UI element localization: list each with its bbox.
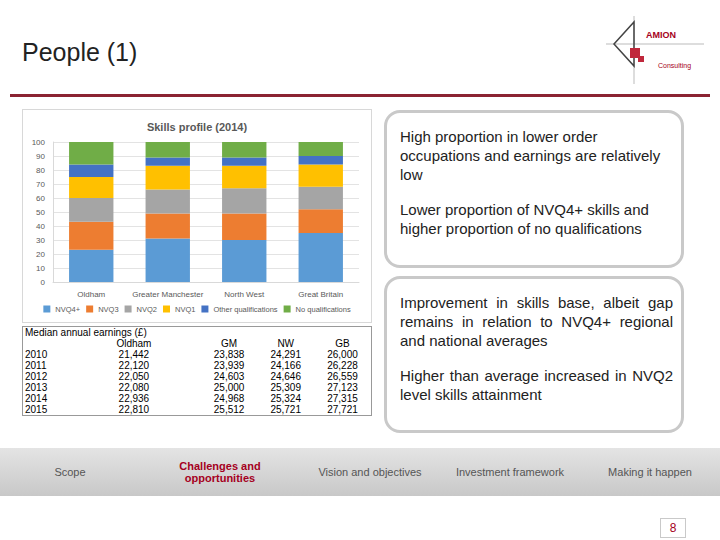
svg-text:70: 70 xyxy=(36,180,45,189)
html-text:Vision and objectives: Vision and objectives xyxy=(318,466,422,478)
html-text:High proportion in lower order: High proportion in lower order occupatio… xyxy=(400,128,661,183)
html-text:2014: 2014 xyxy=(25,393,48,404)
html-text:25,721: 25,721 xyxy=(270,404,301,415)
html-text:Making it happen: Making it happen xyxy=(608,466,692,478)
svg-text:Consulting: Consulting xyxy=(658,62,691,70)
html-text:2015: 2015 xyxy=(25,404,48,415)
html-text:People (1): People (1) xyxy=(22,38,138,66)
html-text:GM: GM xyxy=(221,338,238,349)
html-text:Oldham: Oldham xyxy=(116,338,152,349)
html-text:25,000: 25,000 xyxy=(213,382,245,393)
html-text:Median annual earnings (£): Median annual earnings (£) xyxy=(25,327,147,338)
html-text:22,810: 22,810 xyxy=(118,404,150,415)
html-text:2013: 2013 xyxy=(25,382,48,393)
html-text:Scope: Scope xyxy=(54,466,86,478)
html-text:27,123: 27,123 xyxy=(327,382,358,393)
svg-text:No qualifications: No qualifications xyxy=(296,305,351,314)
svg-text:50: 50 xyxy=(36,208,45,217)
html-text:2012: 2012 xyxy=(25,371,48,382)
html-text:22,120: 22,120 xyxy=(118,360,150,371)
svg-text:North West: North West xyxy=(224,290,265,299)
svg-text:NVQ2: NVQ2 xyxy=(137,305,157,314)
html-text:GB: GB xyxy=(335,338,350,349)
html-text:26,228: 26,228 xyxy=(327,360,358,371)
html-text:2011: 2011 xyxy=(25,360,47,371)
html-text:27,315: 27,315 xyxy=(327,393,358,404)
html-text:NW: NW xyxy=(277,338,294,349)
html-text:24,603: 24,603 xyxy=(213,371,245,382)
svg-text:NVQ1: NVQ1 xyxy=(175,305,195,314)
svg-text:80: 80 xyxy=(36,166,45,175)
svg-text:Other qualifications: Other qualifications xyxy=(213,305,277,314)
svg-text:Skills profile (2014): Skills profile (2014) xyxy=(147,121,248,133)
html-text:27,721: 27,721 xyxy=(327,404,358,415)
html-text:23,838: 23,838 xyxy=(213,349,245,360)
svg-text:AMION: AMION xyxy=(646,30,676,40)
svg-text:0: 0 xyxy=(41,278,46,287)
svg-text:Greater Manchester: Greater Manchester xyxy=(132,290,203,299)
html-text:8: 8 xyxy=(669,521,677,535)
html-text:24,968: 24,968 xyxy=(213,393,245,404)
svg-text:NVQ4+: NVQ4+ xyxy=(55,305,80,314)
html-text:Challenges and opportunities: Challenges and opportunities xyxy=(179,460,261,484)
svg-text:90: 90 xyxy=(36,152,45,161)
html-text:Higher than average increased: Higher than average increased in NVQ2 le… xyxy=(400,367,673,403)
html-text:24,646: 24,646 xyxy=(270,371,301,382)
html-text:26,559: 26,559 xyxy=(327,371,358,382)
html-text:Investment framework: Investment framework xyxy=(455,466,565,478)
html-text:Improvement in skills base, al: Improvement in skills base, albeit gap r… xyxy=(400,294,673,349)
html-text:22,050: 22,050 xyxy=(118,371,150,382)
html-text:25,324: 25,324 xyxy=(270,393,301,404)
html-text:23,939: 23,939 xyxy=(213,360,245,371)
svg-text:10: 10 xyxy=(36,264,45,273)
html-text:24,291: 24,291 xyxy=(270,349,301,360)
html-text:25,512: 25,512 xyxy=(213,404,245,415)
svg-text:Great Britain: Great Britain xyxy=(298,290,343,299)
svg-text:60: 60 xyxy=(36,194,45,203)
html-text:2010: 2010 xyxy=(25,349,48,360)
html-text:22,936: 22,936 xyxy=(118,393,150,404)
svg-text:40: 40 xyxy=(36,222,45,231)
html-text:26,000: 26,000 xyxy=(327,349,358,360)
svg-text:Oldham: Oldham xyxy=(77,290,105,299)
svg-text:30: 30 xyxy=(36,236,45,245)
html-text:24,166: 24,166 xyxy=(270,360,301,371)
html-text:21,442: 21,442 xyxy=(118,349,150,360)
svg-text:100: 100 xyxy=(32,138,46,147)
html-text:22,080: 22,080 xyxy=(118,382,150,393)
svg-text:NVQ3: NVQ3 xyxy=(98,305,118,314)
svg-text:20: 20 xyxy=(36,250,45,259)
html-text:Lower proportion of NVQ4+ skil: Lower proportion of NVQ4+ skills and hig… xyxy=(400,201,649,237)
html-text:25,309: 25,309 xyxy=(270,382,301,393)
